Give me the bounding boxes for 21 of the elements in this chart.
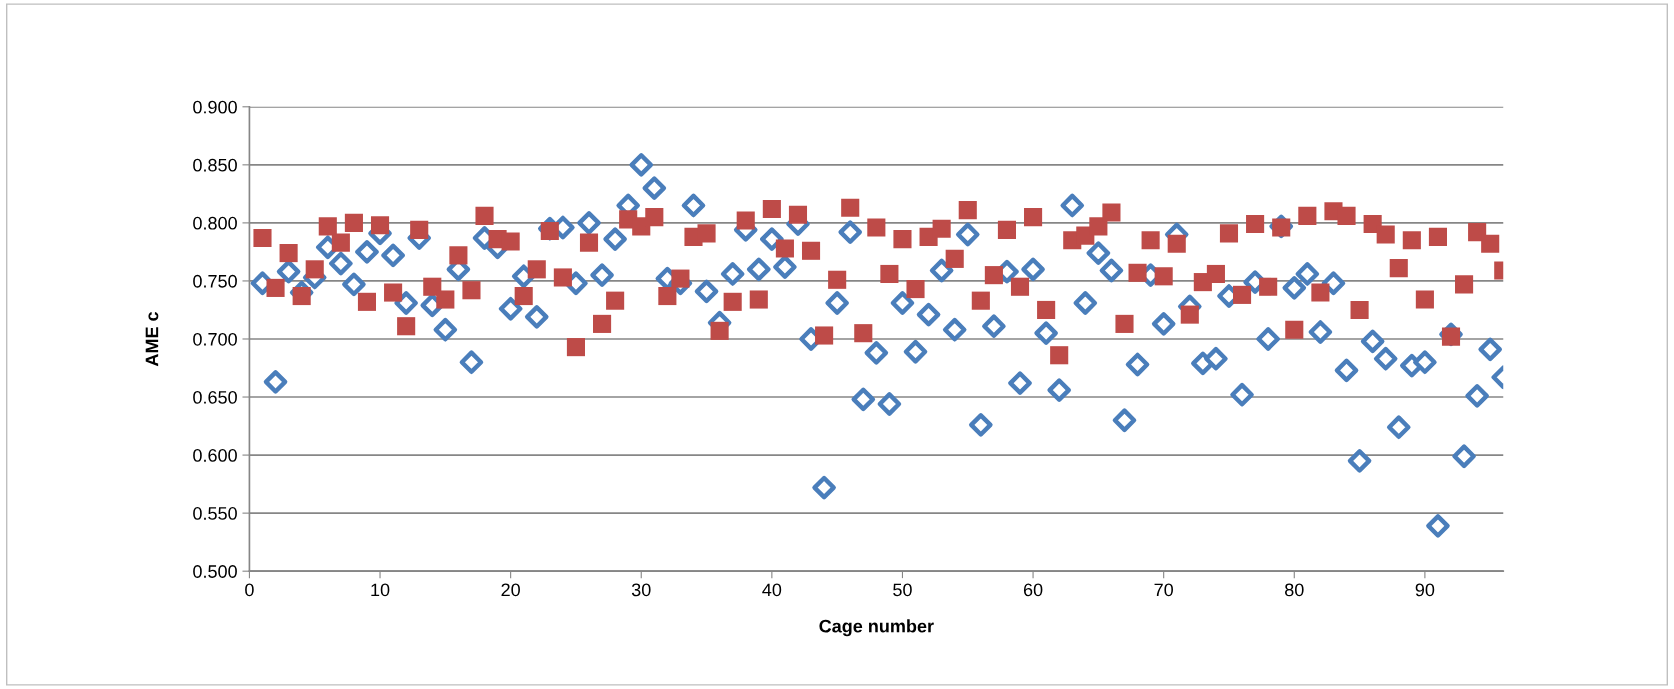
x-tick-label: 90: [1415, 583, 1435, 597]
x-tick-label: 20: [501, 583, 520, 597]
y-axis-title: AME c: [145, 311, 159, 367]
x-tick-label: 10: [371, 583, 390, 597]
y-tick-label: 0.600: [193, 449, 237, 462]
y-tick-label: 0.900: [193, 100, 237, 114]
y-tick-label: 0.650: [193, 390, 237, 404]
x-tick-label: 30: [631, 583, 651, 597]
x-tick-label: 50: [893, 583, 912, 597]
y-tick-label: 0.850: [193, 158, 237, 172]
x-tick-label: 70: [1154, 583, 1174, 597]
y-tick-label: 0.550: [193, 507, 237, 520]
x-tick-label: 60: [1023, 583, 1043, 597]
y-tick-label: 0.500: [193, 565, 237, 578]
y-tick-label: 0.800: [193, 216, 237, 230]
x-tick-label: 40: [762, 583, 782, 597]
y-tick-label: 0.700: [193, 332, 237, 346]
x-tick-label: 0: [245, 583, 254, 597]
y-tick-label: 0.750: [193, 274, 237, 288]
x-tick-label: 80: [1285, 583, 1304, 597]
x-axis-title: Cage number: [819, 619, 934, 637]
